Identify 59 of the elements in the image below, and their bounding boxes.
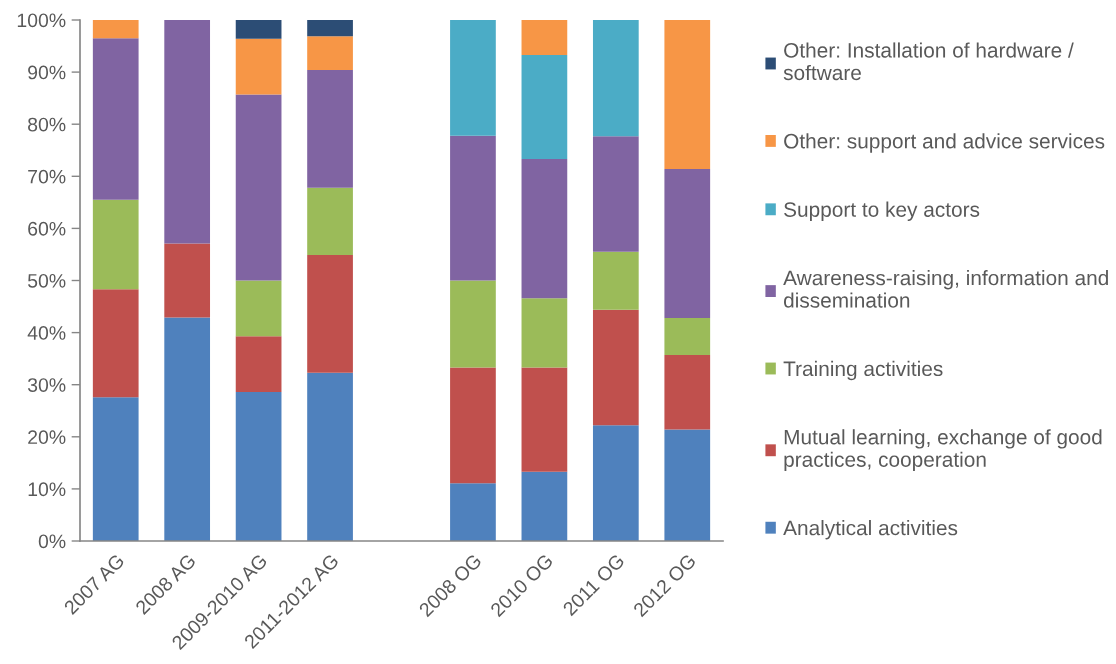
bar [521,159,568,299]
bar [164,20,211,244]
bar [592,425,639,541]
legend-label: Support to key actors [784,201,980,222]
bar [164,317,211,541]
legend-label: Other: Installation of hardware / software [783,42,1074,81]
bar [664,318,711,355]
bar [664,169,711,319]
bar [450,367,496,484]
bar [450,20,496,136]
bar [592,251,639,310]
bar [592,20,639,137]
bar [235,38,282,95]
bar [235,94,282,281]
bar [92,38,139,200]
bar [592,309,639,426]
bar [521,298,568,368]
y-tick-label: 90% [28,65,66,80]
y-tick-label: 100% [17,13,66,28]
bar [307,187,353,255]
bar [521,20,568,55]
y-tick-label: 20% [28,430,66,445]
y-tick-label: 50% [27,273,66,288]
bar [307,36,353,71]
legend-label: Analytical activities [783,520,958,540]
bar [664,429,711,541]
y-tick-label: 30% [27,378,66,392]
y-tick-label: 70% [28,169,66,184]
legend-label: Awareness-raising, information and dissemination [783,269,1108,308]
bar [92,20,139,39]
bar [235,20,282,39]
bar [307,254,353,373]
bar [450,483,496,541]
bar [592,136,639,252]
y-tick-label: 80% [28,117,66,132]
y-tick-label: 0% [38,534,66,549]
bar [450,135,496,281]
legend-label: Other: support and advice services [784,133,1105,153]
bar [521,54,568,160]
y-tick-label: 40% [27,326,66,340]
y-tick-label: 10% [28,482,66,497]
bar [92,199,139,290]
bar [307,70,353,188]
bar [307,372,353,541]
legend-label: Mutual learning, exchange of good practices, cooperation [784,429,1102,472]
bar [664,20,711,170]
bar [307,20,353,37]
bar [450,280,496,368]
legend-label: Training activities [783,360,943,381]
bar [92,289,139,398]
bar [521,471,568,541]
bar [235,280,282,337]
bar [92,397,139,541]
bar [164,243,211,318]
bar [664,355,711,430]
bar [235,336,282,392]
bar [521,367,568,472]
y-tick-label: 60% [28,221,66,236]
bar [235,391,282,541]
